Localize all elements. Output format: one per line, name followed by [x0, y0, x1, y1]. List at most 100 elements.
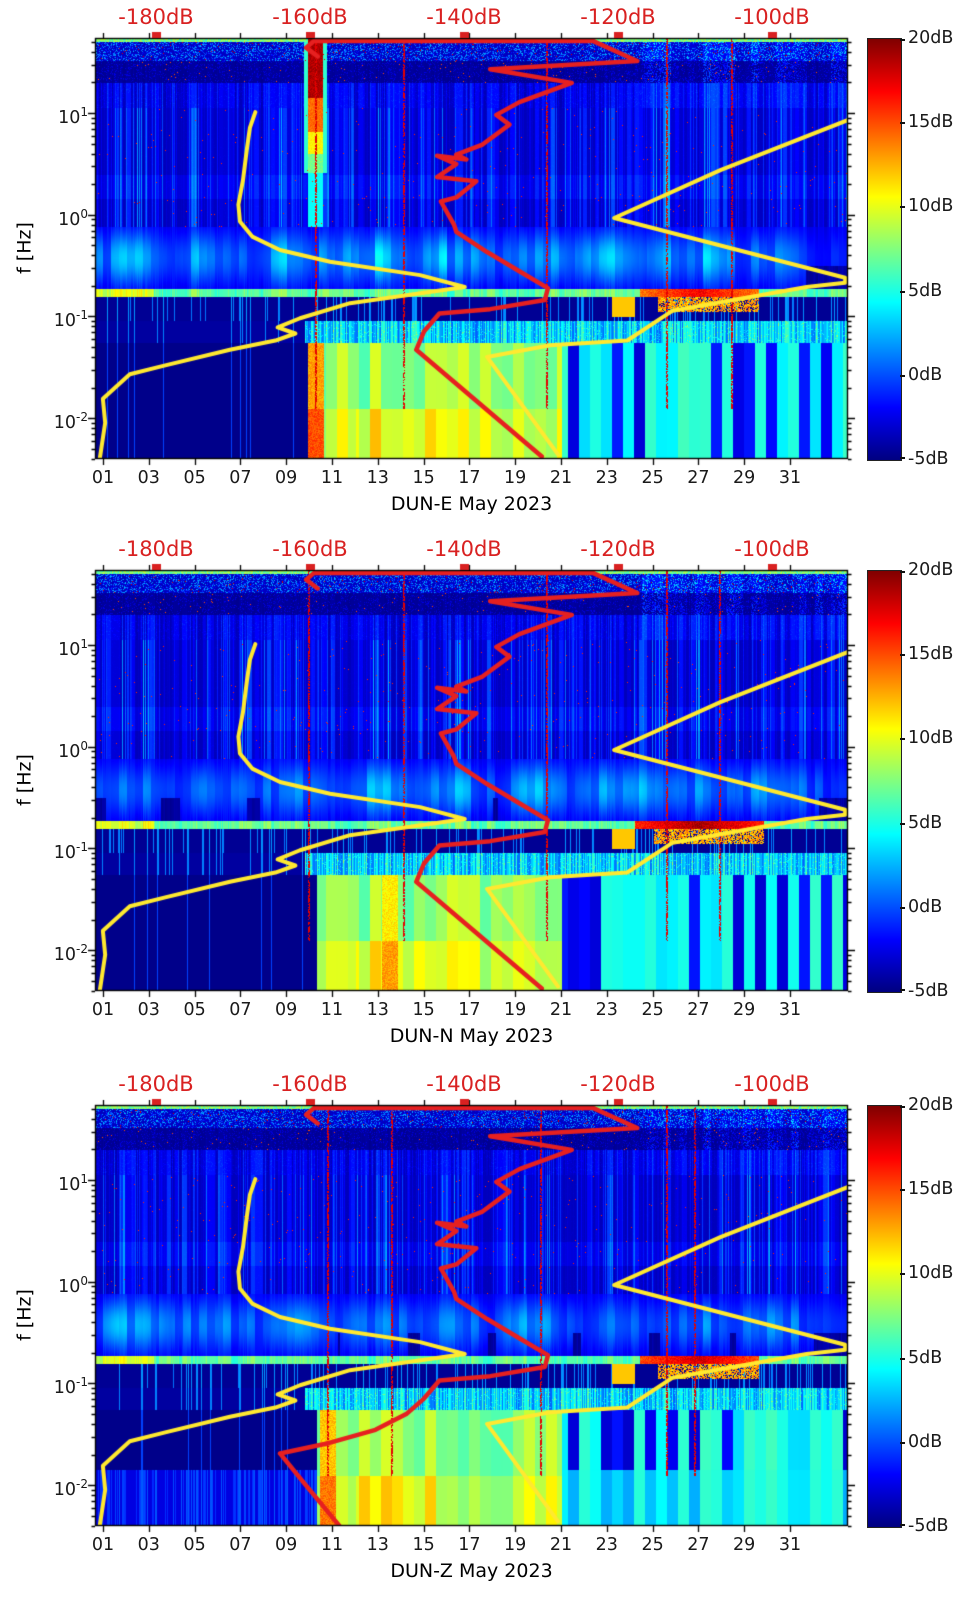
- y-tick-label: 101: [58, 105, 88, 128]
- top-db-label: -140dB: [426, 1072, 502, 1096]
- x-tick-label: 11: [320, 1000, 344, 1020]
- colorbar-tick: [900, 738, 905, 741]
- x-tick-label: 17: [458, 1000, 481, 1020]
- x-tick-label: 15: [412, 468, 435, 488]
- x-tick-label: 19: [504, 1000, 527, 1020]
- y-tick-label: 101: [58, 637, 88, 660]
- x-tick-label: 25: [641, 1535, 664, 1555]
- x-tick-label: 27: [687, 1535, 710, 1555]
- x-tick-label: 19: [504, 468, 527, 488]
- x-tick-label: 23: [595, 468, 618, 488]
- x-tick-label: 07: [229, 468, 252, 488]
- x-tick-label: 27: [687, 468, 710, 488]
- x-tick-label: 19: [504, 1535, 527, 1555]
- colorbar-label: 5dB: [908, 280, 943, 301]
- y-tick-label: 10-2: [53, 942, 88, 965]
- colorbar-tick: [900, 822, 905, 825]
- y-tick-label: 100: [58, 738, 88, 762]
- top-db-label: -160dB: [272, 537, 348, 561]
- x-tick-label: 21: [549, 468, 573, 488]
- colorbar-label: 15dB: [908, 1179, 954, 1200]
- top-db-label: -180dB: [118, 537, 194, 561]
- colorbar-label: 5dB: [908, 812, 943, 833]
- colorbar-tick: [900, 906, 905, 909]
- colorbar-tick: [900, 1524, 905, 1526]
- colorbar-tick: [900, 1106, 905, 1108]
- y-tick-label: 101: [58, 1172, 88, 1195]
- panel-title-dun-n: DUN-N May 2023: [389, 1025, 554, 1047]
- colorbar-label: -5dB: [908, 1516, 949, 1536]
- colorbar-label: 15dB: [908, 644, 954, 665]
- x-tick-label: 13: [366, 1000, 389, 1020]
- x-tick-label: 05: [183, 1535, 206, 1555]
- x-tick-label: 29: [733, 468, 756, 488]
- x-tick-label: 05: [183, 468, 206, 488]
- y-tick-label: 100: [58, 206, 88, 230]
- x-tick-label: 09: [275, 1000, 298, 1020]
- panel-title-dun-z: DUN-Z May 2023: [390, 1560, 553, 1582]
- x-tick-label: 27: [687, 1000, 710, 1020]
- y-tick-label: 100: [58, 1273, 88, 1297]
- colorbar-tick: [900, 206, 905, 209]
- x-tick-label: 03: [137, 1535, 160, 1555]
- top-db-label: -120dB: [580, 5, 656, 29]
- x-tick-label: 17: [458, 468, 481, 488]
- x-tick-label: 01: [91, 1535, 115, 1555]
- colorbar-label: 10dB: [908, 196, 954, 217]
- y-tick-label: 10-1: [53, 1375, 88, 1399]
- x-tick-label: 31: [778, 468, 802, 488]
- colorbar-tick: [900, 39, 905, 41]
- x-tick-label: 05: [183, 1000, 206, 1020]
- x-tick-label: 17: [458, 1535, 481, 1555]
- x-tick-label: 07: [229, 1000, 252, 1020]
- colorbar-tick: [900, 1273, 905, 1276]
- x-tick-label: 23: [595, 1535, 618, 1555]
- colorbar-label: 20dB: [908, 28, 954, 48]
- top-db-label: -140dB: [426, 5, 502, 29]
- top-db-label: -100dB: [734, 5, 810, 29]
- colorbar-tick: [900, 290, 905, 293]
- x-tick-label: 25: [641, 468, 664, 488]
- colorbar: [867, 38, 902, 461]
- colorbar-label: 15dB: [908, 112, 954, 133]
- top-db-label: -160dB: [272, 1072, 348, 1096]
- y-tick-label: 10-2: [53, 410, 88, 433]
- colorbar-tick: [900, 122, 905, 125]
- x-tick-label: 21: [549, 1000, 573, 1020]
- y-tick-label: 10-1: [53, 308, 88, 332]
- x-tick-label: 11: [320, 1535, 344, 1555]
- colorbar-label: 10dB: [908, 728, 954, 749]
- colorbar-label: 0dB: [908, 364, 943, 385]
- colorbar-tick: [900, 989, 905, 991]
- x-tick-label: 13: [366, 1535, 389, 1555]
- x-tick-label: 07: [229, 1535, 252, 1555]
- x-tick-label: 03: [137, 468, 160, 488]
- colorbar: [867, 570, 902, 993]
- x-tick-label: 09: [275, 1535, 298, 1555]
- top-db-label: -160dB: [272, 5, 348, 29]
- colorbar-tick: [900, 1189, 905, 1192]
- top-db-label: -180dB: [118, 5, 194, 29]
- x-tick-label: 23: [595, 1000, 618, 1020]
- colorbar-label: -5dB: [908, 449, 949, 469]
- y-tick-label: 10-1: [53, 840, 88, 864]
- colorbar-tick: [900, 457, 905, 459]
- colorbar-label: 5dB: [908, 1347, 943, 1368]
- top-db-label: -120dB: [580, 1072, 656, 1096]
- x-tick-label: 25: [641, 1000, 664, 1020]
- y-tick-label: 10-2: [53, 1477, 88, 1500]
- x-tick-label: 03: [137, 1000, 160, 1020]
- colorbar-label: 10dB: [908, 1263, 954, 1284]
- x-tick-label: 21: [549, 1535, 573, 1555]
- colorbar-tick: [900, 654, 905, 657]
- colorbar-label: 0dB: [908, 896, 943, 917]
- top-db-label: -100dB: [734, 1072, 810, 1096]
- x-tick-label: 09: [275, 468, 298, 488]
- colorbar-label: 20dB: [908, 560, 954, 580]
- panel-title-dun-e: DUN-E May 2023: [390, 493, 553, 515]
- top-db-label: -120dB: [580, 537, 656, 561]
- colorbar-tick: [900, 571, 905, 573]
- colorbar-tick: [900, 1357, 905, 1360]
- x-tick-label: 15: [412, 1000, 435, 1020]
